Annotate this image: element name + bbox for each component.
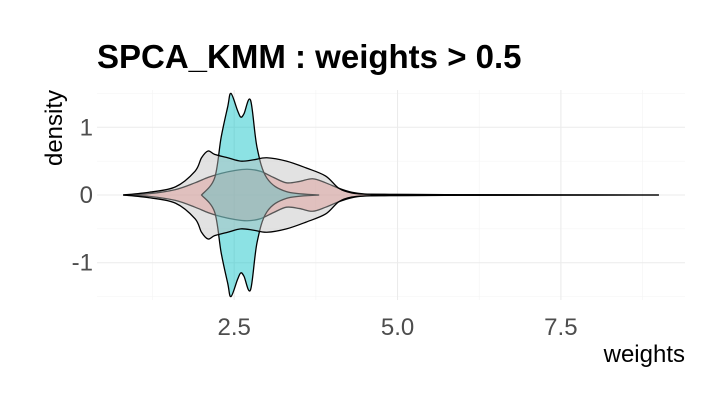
- chart-title: SPCA_KMM : weights > 0.5: [97, 38, 522, 75]
- x-tick-label: 2.5: [218, 314, 251, 341]
- y-tick-labels: -1 0 1: [72, 114, 93, 276]
- x-tick-labels: 2.5 5.0 7.5: [218, 314, 578, 341]
- x-axis-label: weights: [603, 341, 685, 368]
- x-tick-label: 7.5: [544, 314, 577, 341]
- y-axis-label: density: [41, 90, 68, 166]
- density-area-2: [200, 92, 320, 298]
- y-tick-label: -1: [72, 250, 93, 277]
- density-area-3: [123, 150, 659, 240]
- y-tick-label: 1: [80, 114, 93, 141]
- x-tick-label: 5.0: [381, 314, 414, 341]
- density-areas: [123, 92, 659, 298]
- y-tick-label: 0: [80, 182, 93, 209]
